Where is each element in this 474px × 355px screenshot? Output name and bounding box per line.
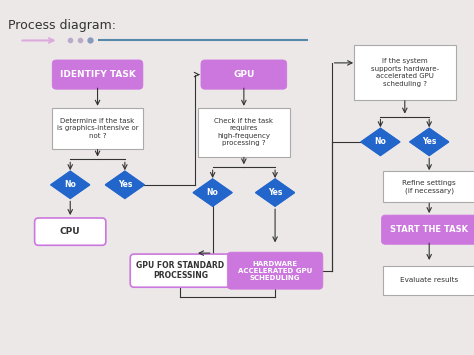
- Text: Yes: Yes: [268, 188, 282, 197]
- Polygon shape: [105, 171, 145, 198]
- Text: Determine if the task
is graphics-intensive or
not ?: Determine if the task is graphics-intens…: [57, 118, 138, 139]
- Text: No: No: [64, 180, 76, 189]
- Text: No: No: [374, 137, 386, 146]
- FancyBboxPatch shape: [52, 60, 143, 89]
- Text: GPU FOR STANDARD
PROCESSING: GPU FOR STANDARD PROCESSING: [137, 261, 225, 280]
- Polygon shape: [193, 179, 232, 206]
- Text: No: No: [207, 188, 219, 197]
- Polygon shape: [51, 171, 90, 198]
- FancyBboxPatch shape: [354, 45, 456, 100]
- FancyBboxPatch shape: [201, 60, 287, 89]
- Text: Yes: Yes: [118, 180, 132, 189]
- FancyBboxPatch shape: [383, 266, 474, 295]
- FancyBboxPatch shape: [198, 108, 290, 157]
- Polygon shape: [255, 179, 294, 206]
- Text: CPU: CPU: [60, 227, 81, 236]
- Text: Yes: Yes: [422, 137, 437, 146]
- Polygon shape: [361, 128, 400, 155]
- Text: IDENTIFY TASK: IDENTIFY TASK: [60, 70, 136, 79]
- Text: Process diagram:: Process diagram:: [8, 19, 116, 32]
- Text: START THE TASK: START THE TASK: [390, 225, 468, 234]
- Text: GPU: GPU: [233, 70, 255, 79]
- Text: Refine settings
(if necessary): Refine settings (if necessary): [402, 180, 456, 194]
- Text: If the system
supports hardware-
accelerated GPU
scheduling ?: If the system supports hardware- acceler…: [371, 58, 439, 87]
- Text: Evaluate results: Evaluate results: [400, 277, 458, 283]
- FancyBboxPatch shape: [52, 108, 144, 149]
- Text: HARDWARE
ACCELERATED GPU
SCHEDULING: HARDWARE ACCELERATED GPU SCHEDULING: [238, 261, 312, 281]
- FancyBboxPatch shape: [382, 215, 474, 244]
- Polygon shape: [410, 128, 449, 155]
- FancyBboxPatch shape: [35, 218, 106, 245]
- FancyBboxPatch shape: [383, 171, 474, 202]
- FancyBboxPatch shape: [227, 252, 323, 289]
- Text: Check if the task
requires
high-frequency
processing ?: Check if the task requires high-frequenc…: [214, 118, 273, 146]
- FancyBboxPatch shape: [130, 254, 231, 287]
